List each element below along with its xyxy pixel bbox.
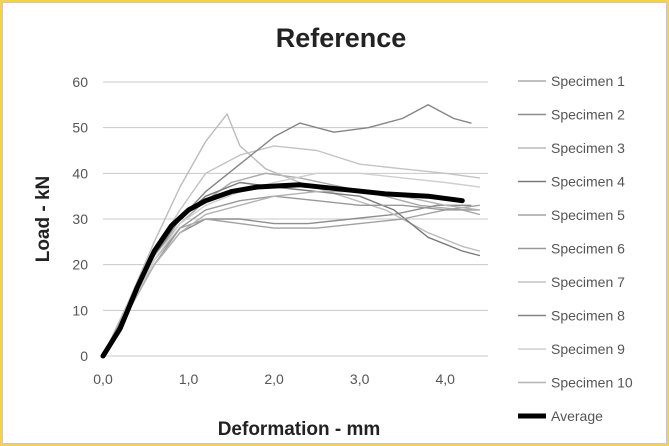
x-tick-label: 4,0 xyxy=(435,371,455,387)
x-tick-label: 1,0 xyxy=(179,371,199,387)
series-lines xyxy=(100,104,481,359)
legend-label: Specimen 6 xyxy=(551,241,625,257)
series-line-specimen-6 xyxy=(102,195,481,357)
series-line-specimen-8 xyxy=(102,104,472,357)
x-axis-ticks: 0,0 1,0 2,0 3,0 4,0 xyxy=(93,371,455,387)
legend-label: Specimen 5 xyxy=(551,207,625,223)
y-tick-label: 30 xyxy=(72,211,88,227)
gridlines xyxy=(103,81,488,357)
series-line-specimen-5 xyxy=(102,204,481,357)
y-tick-label: 60 xyxy=(72,74,88,90)
legend-label: Specimen 9 xyxy=(551,341,625,357)
legend-label: Average xyxy=(551,408,603,424)
y-tick-label: 50 xyxy=(72,120,88,136)
legend: Specimen 1 Specimen 2 Specimen 3 Specimen 4… xyxy=(518,73,633,424)
x-tick-label: 0,0 xyxy=(93,371,113,387)
y-tick-label: 40 xyxy=(72,165,88,181)
y-axis-title: Load - kN xyxy=(33,176,54,263)
series-line-specimen-10 xyxy=(102,190,481,357)
legend-label: Specimen 10 xyxy=(551,375,633,391)
series-line-specimen-3 xyxy=(102,113,481,357)
legend-label: Specimen 2 xyxy=(551,107,625,123)
legend-label: Specimen 4 xyxy=(551,174,625,190)
y-tick-label: 10 xyxy=(72,302,88,318)
y-tick-label: 0 xyxy=(80,348,88,364)
x-tick-label: 3,0 xyxy=(350,371,370,387)
legend-label: Specimen 3 xyxy=(551,140,625,156)
y-tick-label: 20 xyxy=(72,257,88,273)
legend-label: Specimen 1 xyxy=(551,73,625,89)
chart-title: Reference xyxy=(276,23,407,53)
legend-label: Specimen 7 xyxy=(551,274,625,290)
y-axis-ticks: 0 10 20 30 40 50 60 xyxy=(72,74,88,364)
series-line-average xyxy=(100,182,465,359)
legend-label: Specimen 8 xyxy=(551,308,625,324)
x-tick-label: 2,0 xyxy=(264,371,284,387)
x-axis-title: Deformation - mm xyxy=(218,419,381,440)
